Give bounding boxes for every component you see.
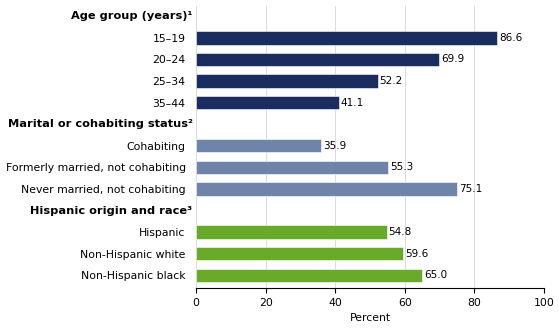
Bar [196,96,339,109]
Bar [196,268,422,282]
Bar [196,247,403,260]
Bar [196,31,497,45]
Bar [196,74,377,88]
Text: 59.6: 59.6 [405,249,428,259]
Text: 41.1: 41.1 [341,98,364,108]
Bar [196,139,321,152]
Bar [196,182,458,196]
Text: 86.6: 86.6 [499,33,522,43]
Text: 65.0: 65.0 [424,270,447,280]
Text: 69.9: 69.9 [441,55,464,64]
Text: Marital or cohabiting status²: Marital or cohabiting status² [8,119,193,129]
X-axis label: Percent: Percent [349,314,391,323]
Text: 55.3: 55.3 [390,162,413,172]
Text: 54.8: 54.8 [389,227,412,237]
Text: 52.2: 52.2 [380,76,403,86]
Text: 35.9: 35.9 [323,141,346,151]
Text: Hispanic origin and race³: Hispanic origin and race³ [30,206,193,215]
Text: Age group (years)¹: Age group (years)¹ [71,11,193,21]
Bar [196,53,439,66]
Bar [196,225,387,239]
Text: 75.1: 75.1 [459,184,482,194]
Bar [196,161,389,174]
